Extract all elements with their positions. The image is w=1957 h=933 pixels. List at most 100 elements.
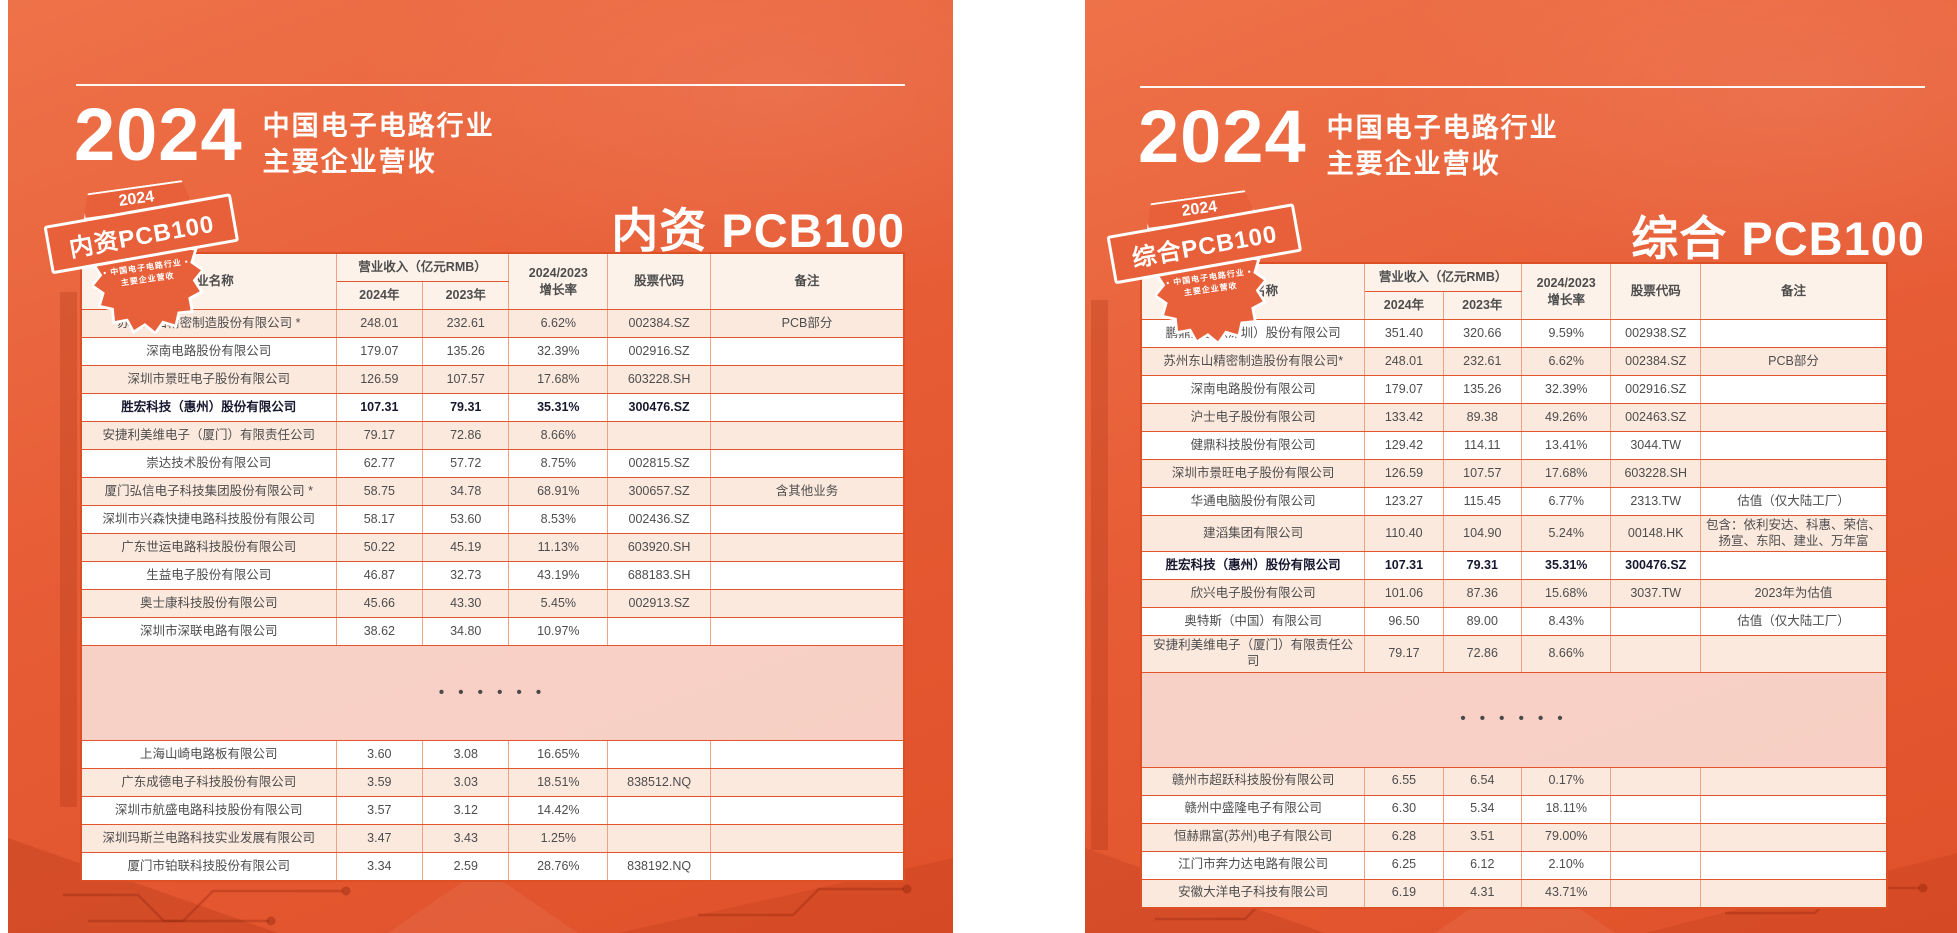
company-name-cell: 赣州中盛隆电子有限公司 — [1140, 794, 1366, 824]
company-name-cell: 华通电脑股份有限公司 — [1140, 487, 1366, 516]
table-row: 安捷利美维电子（厦门）有限责任公司 79.17 72.86 8.66% — [80, 421, 905, 450]
revenue-2023-cell: 135.26 — [1442, 375, 1522, 404]
note-cell — [710, 449, 905, 478]
company-name-cell: 上海山崎电路板有限公司 — [80, 740, 337, 769]
revenue-2023-cell: 57.72 — [422, 449, 510, 478]
revenue-2023-cell: 87.36 — [1442, 579, 1522, 609]
growth-rate-cell: 0.17% — [1520, 766, 1612, 796]
table-body: 鹏鼎控股（深圳）股份有限公司 351.40 320.66 9.59% 002938.SZ… — [1140, 319, 1888, 908]
revenue-2023-cell: 232.61 — [1442, 347, 1522, 376]
growth-rate-cell: 35.31% — [1520, 551, 1612, 581]
company-name-cell: 安捷利美维电子（厦门）有限责任公司 — [1140, 635, 1366, 673]
note-cell — [1699, 794, 1888, 824]
revenue-2023-cell: 114.11 — [1442, 431, 1522, 460]
stock-code-cell: 2313.TW — [1610, 487, 1701, 516]
revenue-2023-cell: 34.80 — [422, 617, 510, 646]
revenue-2023-cell: 6.12 — [1442, 850, 1522, 880]
company-name-cell: 健鼎科技股份有限公司 — [1140, 431, 1366, 460]
note-cell: 包含：依利安达、科惠、荣信、扬宣、东阳、建业、万年富 — [1699, 514, 1888, 553]
growth-rate-cell: 15.68% — [1520, 579, 1612, 609]
company-name-cell: 奥特斯（中国）有限公司 — [1140, 607, 1366, 637]
growth-rate-cell: 1.25% — [508, 824, 609, 853]
stock-code-cell — [1610, 878, 1701, 908]
column-header-revenue-group: 营业收入（亿元RMB） — [335, 252, 510, 282]
company-name-cell: 厦门市铂联科技股份有限公司 — [80, 852, 337, 882]
column-header-2024: 2024年 — [335, 281, 424, 310]
revenue-2024-cell: 38.62 — [335, 617, 424, 646]
table-row: 深圳市深联电路有限公司 38.62 34.80 10.97% — [80, 617, 905, 646]
ellipsis-row: • • • • • • — [1141, 671, 1887, 768]
stock-code-cell: 300657.SZ — [607, 477, 712, 506]
top-divider — [1140, 86, 1925, 88]
stock-code-cell: 002913.SZ — [607, 589, 712, 618]
stock-code-cell: 002436.SZ — [607, 505, 712, 534]
table-row: 深南电路股份有限公司 179.07 135.26 32.39% 002916.SZ — [80, 337, 905, 366]
top-divider — [76, 84, 905, 86]
stock-code-cell — [1610, 635, 1701, 673]
header-year: 2024 — [1138, 95, 1307, 178]
table-row: 广东成德电子科技股份有限公司 3.59 3.03 18.51% 838512.NQ — [80, 768, 905, 797]
revenue-2023-cell: 320.66 — [1442, 319, 1522, 348]
table-row: 建滔集团有限公司 110.40 104.90 5.24% 00148.HK 包含：依利安达… — [1140, 514, 1888, 553]
header-subtitle: 中国电子电路行业 主要企业营收 — [1327, 110, 1559, 183]
growth-rate-cell: 68.91% — [508, 477, 609, 506]
revenue-2023-cell: 79.31 — [1442, 551, 1522, 581]
table-row: 奥士康科技股份有限公司 45.66 43.30 5.45% 002913.SZ — [80, 589, 905, 618]
growth-rate-cell: 18.11% — [1520, 794, 1612, 824]
revenue-2023-cell: 4.31 — [1442, 878, 1522, 908]
column-header-growth: 2024/2023 增长率 — [508, 252, 609, 310]
note-cell — [710, 740, 905, 769]
company-name-cell: 深圳玛斯兰电路科技实业发展有限公司 — [80, 824, 337, 853]
revenue-2024-cell: 45.66 — [335, 589, 424, 618]
company-name-cell: 崇达技术股份有限公司 — [80, 449, 337, 478]
revenue-2024-cell: 50.22 — [335, 533, 424, 562]
growth-rate-cell: 28.76% — [508, 852, 609, 882]
growth-rate-cell: 10.97% — [508, 617, 609, 646]
note-cell — [710, 589, 905, 618]
revenue-2024-cell: 107.31 — [1364, 551, 1444, 581]
revenue-2024-cell: 6.28 — [1364, 822, 1444, 852]
revenue-2023-cell: 115.45 — [1442, 487, 1522, 516]
table-row: 厦门市铂联科技股份有限公司 3.34 2.59 28.76% 838192.NQ — [80, 852, 905, 882]
note-cell — [1699, 459, 1888, 488]
note-cell — [1699, 850, 1888, 880]
revenue-2023-cell: 72.86 — [422, 421, 510, 450]
table-header: 企业名称 营业收入（亿元RMB） 2024/2023 增长率 股票代码 备注 2… — [80, 252, 905, 310]
header-subtitle-line1: 中国电子电路行业 — [262, 111, 495, 141]
table-row: 苏州东山精密制造股份有限公司 * 248.01 232.61 6.62% 002384.… — [80, 309, 905, 338]
stock-code-cell — [1610, 822, 1701, 852]
note-cell — [1699, 878, 1888, 908]
company-name-cell: 苏州东山精密制造股份有限公司* — [1140, 347, 1366, 376]
note-cell — [710, 421, 905, 450]
note-cell — [710, 533, 905, 562]
table-row: 生益电子股份有限公司 46.87 32.73 43.19% 688183.SH — [80, 561, 905, 590]
panel-domestic-pcb100: 2024 中国电子电路行业 主要企业营收 2024 内资PCB100 • 中国电… — [8, 0, 953, 933]
growth-rate-cell: 17.68% — [508, 365, 609, 394]
stock-code-cell: 002815.SZ — [607, 449, 712, 478]
stock-code-cell — [607, 796, 712, 825]
growth-rate-cell: 18.51% — [508, 768, 609, 797]
column-header-note: 备注 — [1699, 262, 1888, 320]
growth-rate-cell: 8.43% — [1520, 607, 1612, 637]
side-stripe-decoration — [1091, 300, 1108, 850]
revenue-2024-cell: 126.59 — [1364, 459, 1444, 488]
stock-code-cell — [1610, 766, 1701, 796]
column-header-note: 备注 — [710, 252, 905, 310]
table-row: 深圳市景旺电子股份有限公司 126.59 107.57 17.68% 603228.SH — [1140, 459, 1888, 488]
revenue-2023-cell: 135.26 — [422, 337, 510, 366]
note-cell — [710, 393, 905, 422]
revenue-2023-cell: 104.90 — [1442, 514, 1522, 553]
column-header-2023: 2023年 — [422, 281, 510, 310]
revenue-2024-cell: 248.01 — [335, 309, 424, 338]
revenue-2023-cell: 5.34 — [1442, 794, 1522, 824]
revenue-2024-cell: 3.47 — [335, 824, 424, 853]
revenue-2024-cell: 62.77 — [335, 449, 424, 478]
note-cell — [1699, 319, 1888, 348]
table-row: 深圳市景旺电子股份有限公司 126.59 107.57 17.68% 603228.SH — [80, 365, 905, 394]
company-name-cell: 安徽大洋电子科技有限公司 — [1140, 878, 1366, 908]
stock-code-cell: 838512.NQ — [607, 768, 712, 797]
stock-code-cell: 00148.HK — [1610, 514, 1701, 553]
revenue-2024-cell: 107.31 — [335, 393, 424, 422]
stock-code-cell: 300476.SZ — [1610, 551, 1701, 581]
